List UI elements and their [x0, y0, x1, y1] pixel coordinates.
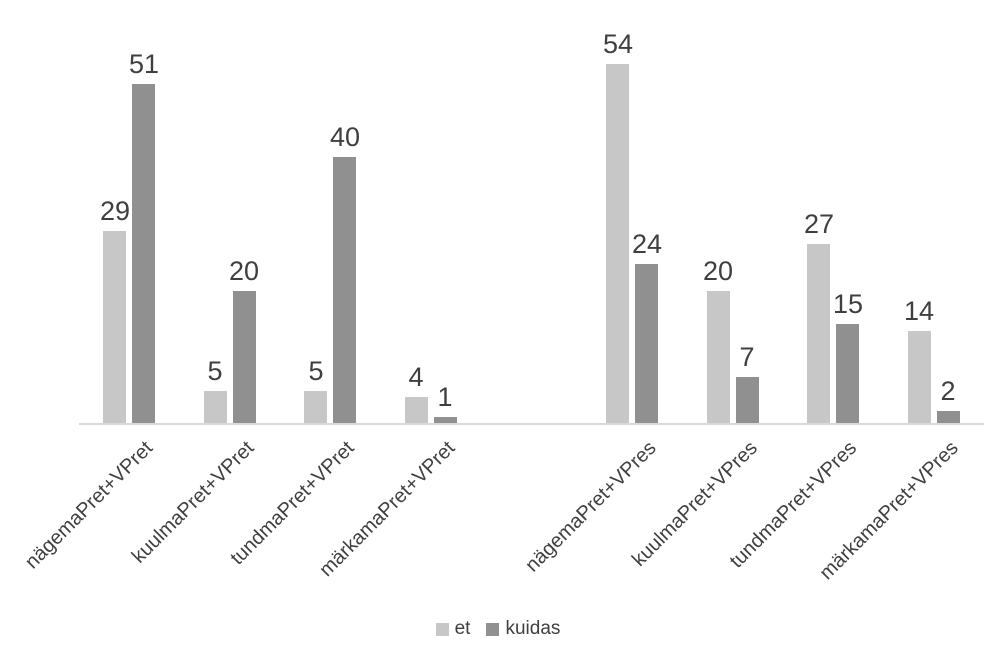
- legend-item-kuidas: kuidas: [486, 618, 560, 640]
- bar-kuidas: [132, 84, 155, 424]
- bar-kuidas: [836, 324, 859, 424]
- bar-kuidas: [937, 411, 960, 424]
- bar-et: [304, 391, 327, 424]
- bar-et: [908, 331, 931, 424]
- value-label: 51: [128, 48, 160, 79]
- bar-et: [606, 64, 629, 424]
- value-label: 4: [408, 361, 424, 392]
- value-label: 40: [329, 121, 361, 152]
- x-axis-line: [79, 423, 984, 425]
- value-label: 5: [207, 355, 223, 386]
- legend-label-et: et: [454, 618, 471, 639]
- value-label: 24: [631, 228, 663, 259]
- value-label: 27: [803, 208, 835, 239]
- bar-kuidas: [434, 417, 457, 424]
- value-label: 20: [228, 255, 260, 286]
- bar-et: [204, 391, 227, 424]
- bar-et: [405, 397, 428, 424]
- value-label: 5: [308, 355, 324, 386]
- bar-et: [807, 244, 830, 424]
- value-label: 2: [940, 375, 956, 406]
- legend-swatch-et: [435, 622, 449, 636]
- bar-kuidas: [635, 264, 658, 424]
- bar-et: [707, 291, 730, 424]
- legend-swatch-kuidas: [486, 622, 500, 636]
- value-label: 29: [99, 195, 131, 226]
- value-label: 54: [602, 28, 634, 59]
- bar-kuidas: [736, 377, 759, 424]
- value-label: 7: [739, 341, 755, 372]
- bar-et: [103, 231, 126, 424]
- bar-kuidas: [233, 291, 256, 424]
- value-label: 1: [437, 381, 453, 412]
- value-label: 14: [903, 295, 935, 326]
- value-label: 15: [832, 288, 864, 319]
- legend-item-et: et: [435, 618, 471, 640]
- legend-label-kuidas: kuidas: [505, 618, 561, 639]
- value-label: 20: [702, 255, 734, 286]
- legend: et kuidas: [0, 618, 996, 640]
- bar-kuidas: [333, 157, 356, 424]
